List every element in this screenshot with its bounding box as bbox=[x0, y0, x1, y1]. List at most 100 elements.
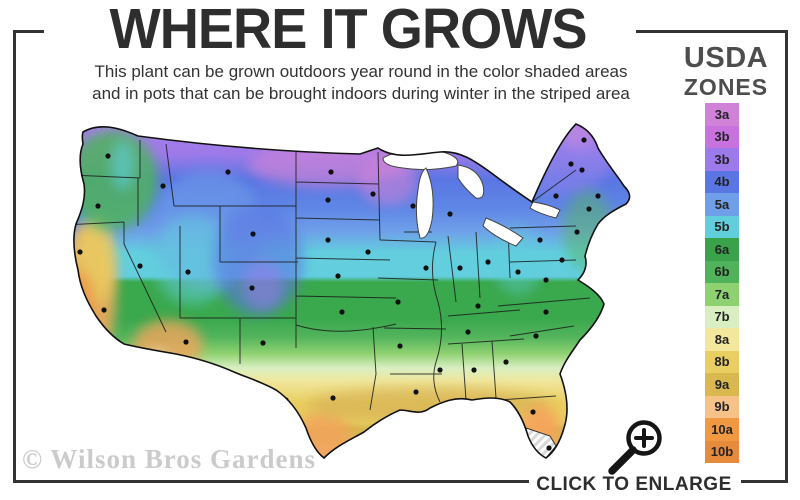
legend-zone-label: 5a bbox=[714, 196, 730, 212]
legend-zone-9b: 9b bbox=[705, 395, 739, 418]
legend-zone-label: 5b bbox=[714, 219, 730, 235]
legend-zone-6a: 6a bbox=[705, 238, 739, 261]
city-dot bbox=[185, 269, 191, 275]
legend-zone-10b: 10b bbox=[705, 440, 739, 463]
city-dot bbox=[160, 183, 166, 189]
subtitle-line-2: and in pots that can be brought indoors … bbox=[92, 84, 630, 103]
subtitle-line-1: This plant can be grown outdoors year ro… bbox=[94, 62, 628, 81]
city-dot bbox=[553, 193, 559, 199]
city-dot bbox=[533, 333, 539, 339]
legend-zone-label: 7a bbox=[714, 286, 730, 302]
legend-zone-9a: 9a bbox=[705, 373, 739, 396]
city-dots bbox=[77, 137, 601, 451]
city-dot bbox=[579, 167, 585, 173]
city-dot bbox=[328, 169, 334, 175]
city-dot bbox=[77, 249, 83, 255]
legend-title-zones: ZONES bbox=[683, 74, 769, 100]
city-dot bbox=[325, 197, 331, 203]
legend-zone-8a: 8a bbox=[705, 328, 739, 351]
city-dot bbox=[595, 193, 601, 199]
city-dot bbox=[335, 273, 341, 279]
city-dot bbox=[485, 259, 491, 265]
legend-zone-label: 6b bbox=[714, 264, 730, 280]
legend-title: USDA ZONES bbox=[672, 44, 780, 99]
city-dot bbox=[437, 367, 443, 373]
legend-zone-label: 4b bbox=[714, 174, 730, 190]
city-dot bbox=[250, 231, 256, 237]
page-title: WHERE IT GROWS bbox=[109, 0, 587, 61]
city-dot bbox=[568, 161, 574, 167]
legend-zone-label: 9b bbox=[714, 399, 730, 415]
city-dot bbox=[574, 229, 580, 235]
city-dot bbox=[413, 389, 419, 395]
legend-title-usda: USDA bbox=[683, 42, 769, 74]
zone-overlay bbox=[243, 260, 283, 310]
city-dot bbox=[339, 309, 345, 315]
legend-zone-3b: 3b bbox=[705, 148, 739, 171]
legend-zone-8b: 8b bbox=[705, 350, 739, 373]
legend-zone-6b: 6b bbox=[705, 260, 739, 283]
city-dot bbox=[325, 237, 331, 243]
zone-overlay bbox=[73, 130, 158, 230]
city-dot bbox=[447, 211, 453, 217]
legend-zone-7a: 7a bbox=[705, 283, 739, 306]
zone-overlay bbox=[518, 135, 608, 195]
zone-overlay bbox=[111, 140, 135, 190]
watermark: © Wilson Bros Gardens bbox=[22, 444, 316, 474]
click-to-enlarge-button[interactable]: CLICK TO ENLARGE bbox=[536, 474, 732, 495]
city-dot bbox=[410, 203, 416, 209]
legend-zone-label: 7b bbox=[714, 309, 730, 325]
city-dot bbox=[397, 343, 403, 349]
city-dot bbox=[546, 445, 552, 451]
city-dot bbox=[137, 263, 143, 269]
zone-overlay bbox=[34, 125, 66, 235]
city-dot bbox=[101, 307, 107, 313]
city-dot bbox=[183, 339, 189, 345]
city-dot bbox=[105, 153, 111, 159]
city-dot bbox=[530, 409, 536, 415]
city-dot bbox=[471, 367, 477, 373]
legend-zone-label: 3b bbox=[714, 129, 730, 145]
city-dot bbox=[543, 309, 549, 315]
legend-zone-label: 3a bbox=[714, 106, 730, 122]
lake-huron bbox=[457, 164, 485, 199]
legend-zone-label: 10b bbox=[710, 444, 734, 460]
legend-zone-3a: 3a bbox=[705, 103, 739, 126]
usda-zone-legend: 3a 3b 3b 4b 5a 5b 6a 6b 7a 7b 8a 8b 9a 9b 10a 10b bbox=[705, 103, 739, 463]
lake-michigan bbox=[415, 167, 434, 239]
city-dot bbox=[225, 169, 231, 175]
subtitle: This plant can be grown outdoors year ro… bbox=[0, 61, 722, 105]
city-dot bbox=[423, 265, 429, 271]
city-dot bbox=[395, 299, 401, 305]
zone-overlay bbox=[493, 225, 543, 295]
state-borders bbox=[73, 140, 591, 411]
city-dot bbox=[586, 206, 592, 212]
usa-zone-map[interactable] bbox=[28, 110, 668, 476]
legend-zone-10a: 10a bbox=[705, 418, 739, 441]
city-dot bbox=[365, 249, 371, 255]
zone-overlay bbox=[153, 215, 233, 305]
usa-outline bbox=[73, 123, 631, 460]
city-dot bbox=[330, 395, 336, 401]
lake-ontario bbox=[529, 201, 561, 219]
city-dot bbox=[503, 359, 509, 365]
legend-zone-5a: 5a bbox=[705, 193, 739, 216]
city-dot bbox=[260, 340, 266, 346]
city-dot bbox=[581, 137, 587, 143]
legend-zone-label: 3b bbox=[714, 151, 730, 167]
zone-overlay bbox=[133, 320, 203, 370]
city-dot bbox=[543, 277, 549, 283]
legend-zone-label: 6a bbox=[714, 241, 730, 257]
city-dot bbox=[95, 203, 101, 209]
zoom-in-icon[interactable] bbox=[600, 412, 664, 476]
city-dot bbox=[475, 303, 481, 309]
legend-zone-label: 8b bbox=[714, 354, 730, 370]
zone-overlay bbox=[73, 270, 96, 360]
legend-zone-4b: 4b bbox=[705, 170, 739, 193]
legend-zone-3b: 3b bbox=[705, 125, 739, 148]
zone-overlay bbox=[563, 190, 613, 270]
legend-zone-label: 8a bbox=[714, 331, 730, 347]
lake-erie bbox=[482, 217, 524, 247]
city-dot bbox=[465, 329, 471, 335]
border-gap-bottom bbox=[529, 478, 741, 492]
